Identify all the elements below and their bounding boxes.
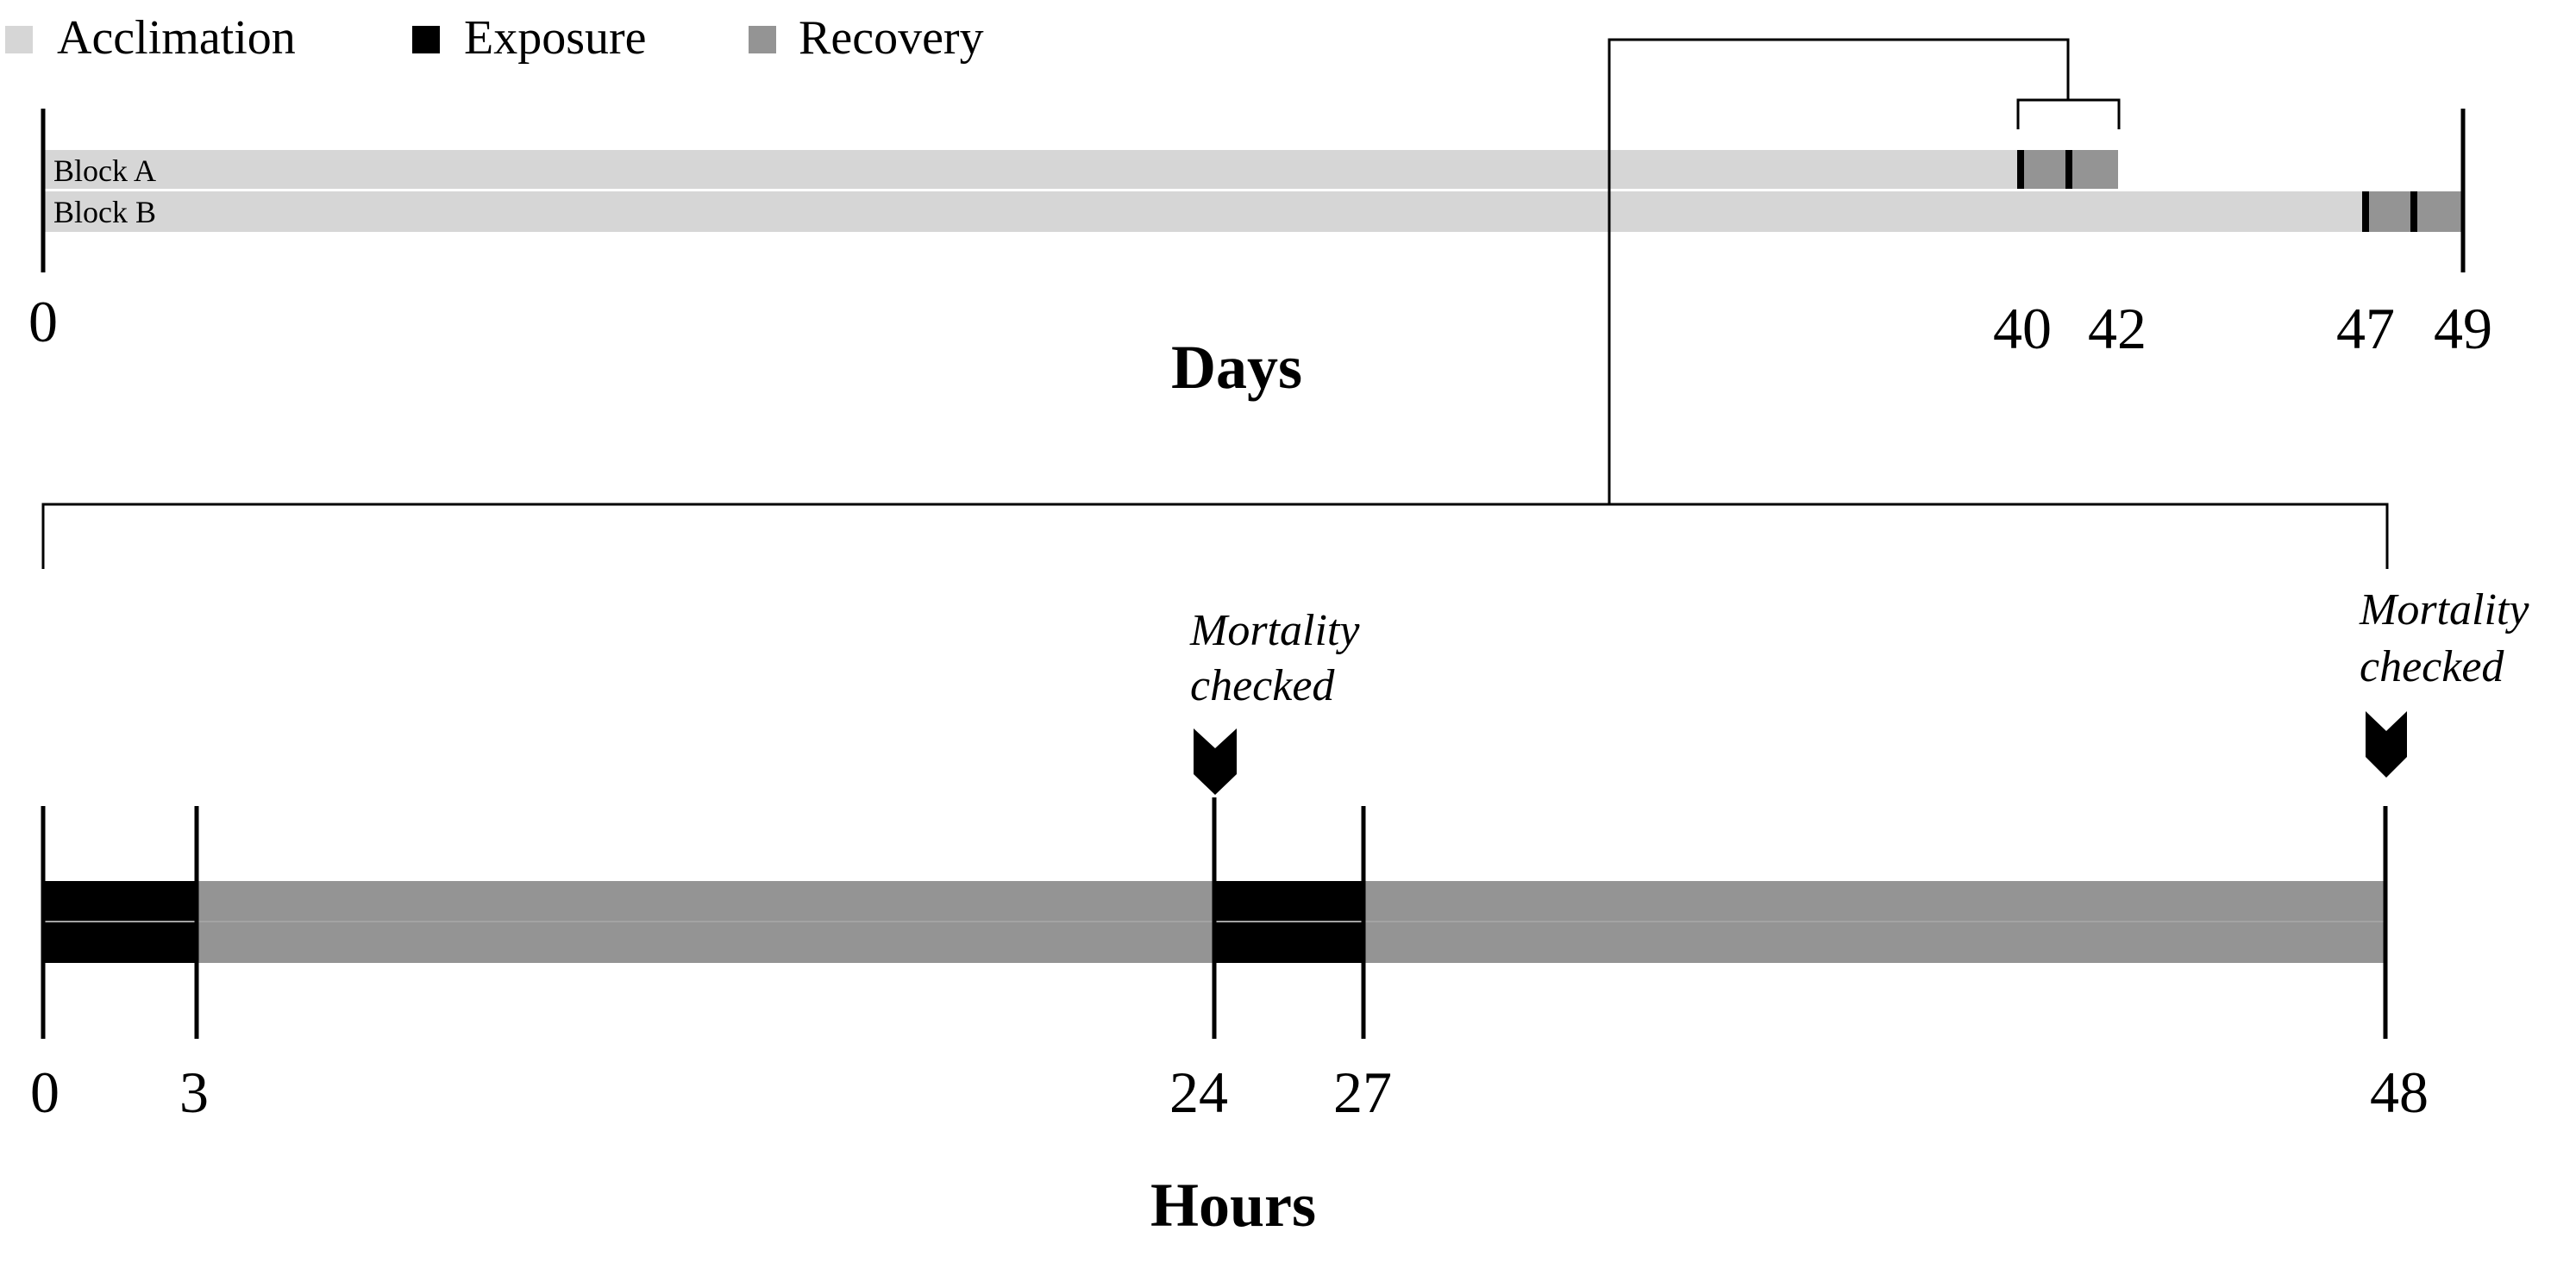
legend-label-exposure: Exposure [464, 11, 647, 65]
block-a-exposure-mark-1 [2017, 150, 2024, 189]
days-tick-49: 49 [2434, 296, 2492, 361]
hours-timeline: 0 3 24 27 48 Hours Mortality checked Mor… [30, 585, 2529, 1240]
days-axis-title: Days [1171, 333, 1302, 402]
block-a-exposure-mark-2 [2065, 150, 2072, 189]
legend-swatch-recovery [749, 26, 776, 53]
mortality-note-24-line2: checked [1190, 661, 1335, 710]
days-timeline: Block A Block B 0 40 42 47 49 Days [28, 109, 2492, 402]
days-tick-47: 47 [2336, 296, 2395, 361]
block-b-exposure-mark-1 [2362, 191, 2369, 232]
hours-tick-27: 27 [1333, 1059, 1392, 1125]
block-a-label: Block A [53, 153, 156, 188]
legend-label-acclimation: Acclimation [57, 11, 296, 65]
chevron-down-icon [2366, 711, 2407, 778]
block-b-exposure-mark-2 [2410, 191, 2417, 232]
legend-swatch-exposure [412, 26, 440, 53]
days-tick-40: 40 [1993, 296, 2052, 361]
hours-tick-48: 48 [2370, 1059, 2429, 1125]
hours-tick-3: 3 [179, 1059, 209, 1125]
legend-label-recovery: Recovery [799, 11, 984, 65]
block-b-acclimation-bar [45, 191, 2365, 232]
mortality-note-24-line1: Mortality [1189, 606, 1360, 655]
block-b-label: Block B [53, 195, 156, 229]
days-tick-0: 0 [28, 289, 58, 354]
hours-tick-24: 24 [1169, 1059, 1228, 1125]
bracket-connector [1608, 38, 2070, 504]
legend: Acclimation Exposure Recovery [5, 11, 984, 65]
zoom-bracket [41, 38, 2389, 569]
mortality-note-48-line1: Mortality [2359, 585, 2529, 634]
days-tick-42: 42 [2088, 296, 2147, 361]
legend-swatch-acclimation [5, 26, 33, 53]
block-a-acclimation-bar [45, 150, 2020, 189]
hours-bracket [41, 503, 2389, 569]
hours-tick-0: 0 [30, 1059, 60, 1125]
hours-axis-title: Hours [1150, 1171, 1316, 1240]
chevron-down-icon [1194, 728, 1237, 795]
mortality-note-48-line2: checked [2360, 642, 2504, 691]
days-bracket [2016, 98, 2121, 129]
